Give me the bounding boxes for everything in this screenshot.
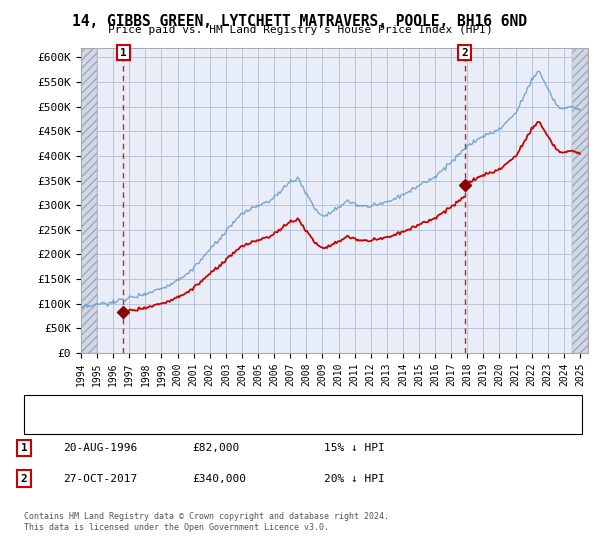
Bar <box>81 48 97 353</box>
Bar <box>572 48 588 353</box>
Text: 2: 2 <box>461 48 468 58</box>
Text: 20% ↓ HPI: 20% ↓ HPI <box>324 474 385 484</box>
Text: Contains HM Land Registry data © Crown copyright and database right 2024.
This d: Contains HM Land Registry data © Crown c… <box>24 512 389 532</box>
Text: 20-AUG-1996: 20-AUG-1996 <box>63 443 137 453</box>
Text: 1: 1 <box>20 443 28 453</box>
Text: 14, GIBBS GREEN, LYTCHETT MATRAVERS, POOLE, BH16 6ND: 14, GIBBS GREEN, LYTCHETT MATRAVERS, POO… <box>73 14 527 29</box>
Text: 2: 2 <box>20 474 28 484</box>
Text: 1: 1 <box>120 48 127 58</box>
Text: 15% ↓ HPI: 15% ↓ HPI <box>324 443 385 453</box>
Text: ————: ———— <box>30 402 60 416</box>
Text: HPI: Average price, detached house, Dorset: HPI: Average price, detached house, Dors… <box>66 415 329 425</box>
Text: ————: ———— <box>30 413 60 427</box>
Text: £340,000: £340,000 <box>192 474 246 484</box>
Text: 14, GIBBS GREEN, LYTCHETT MATRAVERS, POOLE, BH16 6ND (detached house): 14, GIBBS GREEN, LYTCHETT MATRAVERS, POO… <box>66 404 497 414</box>
Text: £82,000: £82,000 <box>192 443 239 453</box>
Text: Price paid vs. HM Land Registry's House Price Index (HPI): Price paid vs. HM Land Registry's House … <box>107 25 493 35</box>
Text: 27-OCT-2017: 27-OCT-2017 <box>63 474 137 484</box>
